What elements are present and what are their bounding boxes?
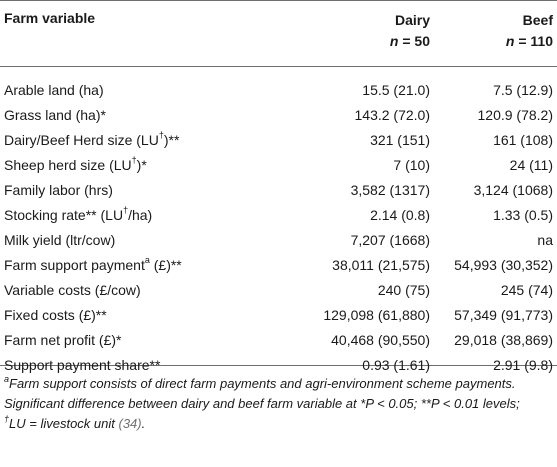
- row-label-text: Farm net profit (£)*: [4, 331, 122, 348]
- row-label-text: Family labor (hrs): [4, 181, 113, 198]
- row-dairy-value: 15.5 (21.0): [362, 81, 430, 98]
- row-label-sup: †: [123, 204, 129, 215]
- row-beef-value: 2.91 (9.8): [493, 356, 553, 373]
- row-beef-value: 245 (74): [500, 281, 553, 298]
- row-dairy-value: 321 (151): [370, 131, 430, 148]
- row-label: Fixed costs (£)**: [0, 302, 300, 327]
- table-row: Variable costs (£/cow) 240 (75) 245 (74): [0, 277, 557, 302]
- table-row: Family labor (hrs) 3,582 (1317) 3,124 (1…: [0, 177, 557, 202]
- row-label-text: Fixed costs (£)**: [4, 306, 107, 323]
- footnote-a: aFarm support consists of direct farm pa…: [4, 374, 557, 394]
- row-dairy-value: 7,207 (1668): [350, 231, 430, 248]
- row-label-text: Sheep herd size (LU: [4, 156, 132, 173]
- row-dairy-value: 7 (10): [393, 156, 430, 173]
- header-dairy: Dairy n = 50: [300, 0, 430, 66]
- row-label: Farm net profit (£)*: [0, 327, 300, 352]
- spacer-cell: [0, 66, 557, 77]
- row-label-text: Grass land (ha): [4, 106, 101, 123]
- row-label-text: Dairy/Beef Herd size (LU: [4, 131, 159, 148]
- header-beef: Beef n = 110: [430, 0, 557, 66]
- row-label-text: Farm support payment: [4, 256, 145, 273]
- header-dairy-n-value: = 50: [398, 33, 430, 49]
- row-label: Stocking rate** (LU†/ha): [0, 202, 300, 227]
- spacer-row: [0, 66, 557, 77]
- footnote-a-text: Farm support consists of direct farm pay…: [9, 376, 516, 391]
- footnote-lu-marker: †: [4, 413, 10, 424]
- row-label-suffix: /ha): [128, 206, 153, 223]
- table-row: Milk yield (ltr/cow) 7,207 (1668) na: [0, 227, 557, 252]
- header-beef-label: Beef: [522, 12, 553, 28]
- row-label-text: Stocking rate** (LU: [4, 206, 124, 223]
- row-dairy-value: 40,468 (90,550): [331, 331, 430, 348]
- footnote-lu-end: .: [141, 416, 146, 431]
- table-row: Farm support paymenta (£)** 38,011 (21,5…: [0, 252, 557, 277]
- row-beef-value: 54,993 (30,352): [454, 256, 553, 273]
- row-label: Variable costs (£/cow): [0, 277, 300, 302]
- row-beef-value: 120.9 (78.2): [477, 106, 554, 123]
- row-label-sup: †: [131, 154, 137, 165]
- row-label-text: Variable costs (£/cow): [4, 281, 141, 298]
- row-dairy-value: 129,098 (61,880): [323, 306, 430, 323]
- row-beef-value: 1.33 (0.5): [493, 206, 553, 223]
- header-rule: [0, 66, 557, 67]
- row-label-sup: a: [144, 254, 150, 265]
- table-row: Sheep herd size (LU†)* 7 (10) 24 (11): [0, 152, 557, 177]
- footnote-lu-citation-link[interactable]: (34): [118, 416, 142, 431]
- row-label-text: Milk yield (ltr/cow): [4, 231, 116, 248]
- row-dairy-value: 240 (75): [377, 281, 430, 298]
- farm-variables-table: Farm variable Dairy n = 50 Beef n = 110 …: [0, 0, 557, 377]
- row-label: Dairy/Beef Herd size (LU†)**: [0, 127, 300, 152]
- header-farm-variable: Farm variable: [4, 10, 96, 26]
- header-beef-n: n = 110: [430, 31, 553, 51]
- row-beef-value: 57,349 (91,773): [454, 306, 553, 323]
- row-label: Support payment share**: [0, 352, 300, 377]
- header-beef-n-value: = 110: [514, 33, 553, 49]
- row-label: Farm support paymenta (£)**: [0, 252, 300, 277]
- row-label: Sheep herd size (LU†)*: [0, 152, 300, 177]
- header-beef-n-label: n: [505, 33, 515, 49]
- row-label-text: Support payment share**: [4, 356, 161, 373]
- header-dairy-n: n = 50: [300, 31, 430, 51]
- row-dairy-value: 143.2 (72.0): [354, 106, 431, 123]
- row-beef-value: 161 (108): [493, 131, 553, 148]
- row-beef-value: 24 (11): [509, 156, 553, 173]
- row-label-suffix: (£)**: [149, 256, 182, 273]
- row-label: Family labor (hrs): [0, 177, 300, 202]
- row-beef-value: 3,124 (1068): [473, 181, 553, 198]
- table-row: Fixed costs (£)** 129,098 (61,880) 57,34…: [0, 302, 557, 327]
- row-dairy-value: 2.14 (0.8): [370, 206, 430, 223]
- footnote-significance: Significant difference between dairy and…: [4, 396, 520, 411]
- top-rule: [0, 0, 557, 1]
- table-row: Support payment share** 0.93 (1.61) 2.91…: [0, 352, 557, 377]
- row-dairy-value: 38,011 (21,575): [332, 256, 430, 273]
- footnote-lu: †LU = livestock unit (34).: [4, 414, 557, 434]
- row-beef-value: 7.5 (12.9): [493, 81, 553, 98]
- row-label: Arable land (ha): [0, 77, 300, 102]
- table-row: Grass land (ha)* 143.2 (72.0) 120.9 (78.…: [0, 102, 557, 127]
- row-label: Grass land (ha)*: [0, 102, 300, 127]
- row-label-sup: †: [158, 129, 164, 140]
- row-label-suffix: *: [100, 106, 106, 123]
- row-label-suffix: )*: [136, 156, 147, 173]
- bottom-rule: [0, 365, 557, 366]
- header-row: Farm variable Dairy n = 50 Beef n = 110: [0, 0, 557, 66]
- row-label-suffix: )**: [163, 131, 180, 148]
- table-row: Stocking rate** (LU†/ha) 2.14 (0.8) 1.33…: [0, 202, 557, 227]
- row-dairy-value: 0.93 (1.61): [362, 356, 430, 373]
- footnote-lu-text: LU = livestock unit: [9, 416, 119, 431]
- header-dairy-label: Dairy: [394, 12, 430, 28]
- header-dairy-n-label: n: [389, 33, 399, 49]
- row-label: Milk yield (ltr/cow): [0, 227, 300, 252]
- footnote-a-marker: a: [4, 373, 10, 384]
- table-row: Dairy/Beef Herd size (LU†)** 321 (151) 1…: [0, 127, 557, 152]
- row-beef-value: 29,018 (38,869): [454, 331, 553, 348]
- table-row: Farm net profit (£)* 40,468 (90,550) 29,…: [0, 327, 557, 352]
- row-dairy-value: 3,582 (1317): [350, 181, 430, 198]
- table-footnotes: aFarm support consists of direct farm pa…: [4, 374, 557, 434]
- row-beef-value: na: [537, 231, 553, 248]
- table-row: Arable land (ha) 15.5 (21.0) 7.5 (12.9): [0, 77, 557, 102]
- row-label-text: Arable land (ha): [4, 81, 104, 98]
